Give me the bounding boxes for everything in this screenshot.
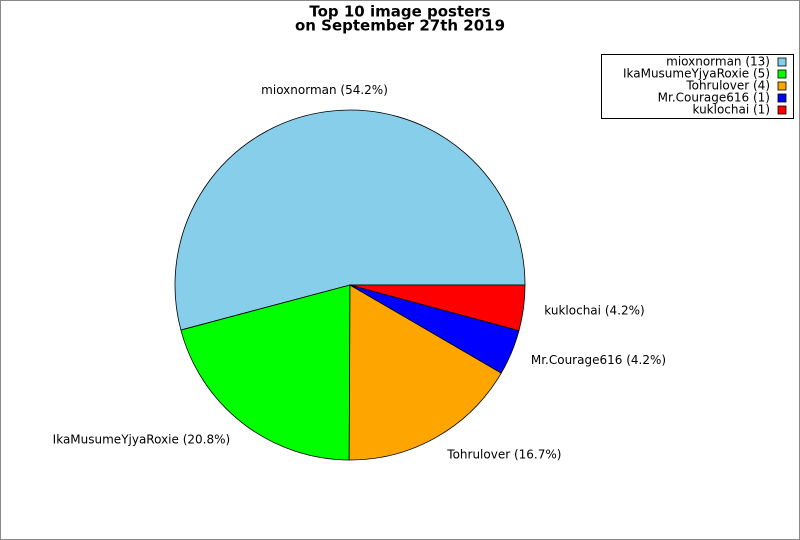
chart-title: Top 10 image posters	[309, 3, 490, 21]
legend-label: kuklochai (1)	[692, 103, 770, 117]
legend-swatch	[777, 93, 787, 103]
chart-subtitle: on September 27th 2019	[295, 17, 505, 35]
legend-label: Mr.Courage616 (1)	[658, 91, 770, 105]
slice-label: kuklochai (4.2%)	[544, 303, 644, 317]
legend-label: mioxnorman (13)	[666, 55, 770, 69]
pie-slice	[349, 284, 526, 332]
legend-box	[601, 54, 794, 119]
slice-label: mioxnorman (54.2%)	[261, 83, 388, 97]
slice-label: IkaMusumeYjyaRoxie (20.8%)	[53, 433, 231, 447]
legend-swatch	[777, 105, 787, 115]
pie-slice	[348, 284, 502, 461]
legend-label: Tohrulover (4)	[685, 79, 770, 93]
pie-slice	[180, 284, 351, 461]
legend-swatch	[777, 69, 787, 79]
pie-slice	[174, 109, 526, 331]
slice-label: Tohrulover (16.7%)	[446, 448, 561, 462]
legend-swatch	[777, 57, 787, 67]
slice-label: Mr.Courage616 (4.2%)	[531, 353, 666, 367]
legend-label: IkaMusumeYjyaRoxie (5)	[623, 67, 770, 81]
legend-swatch	[777, 81, 787, 91]
